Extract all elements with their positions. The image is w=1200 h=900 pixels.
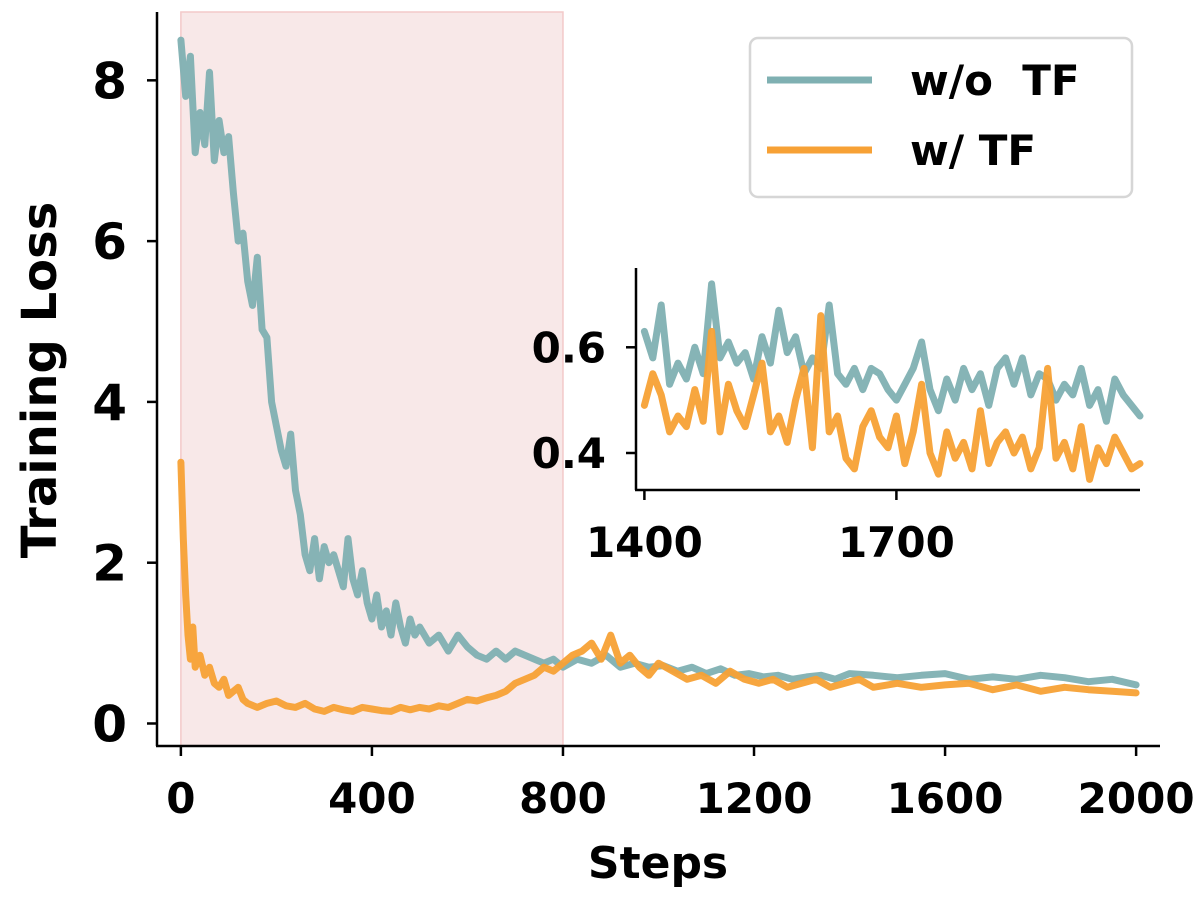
- x-axis-title: Steps: [588, 838, 728, 889]
- x-tick-label: 2000: [1078, 774, 1195, 823]
- inset-y-tick-label: 0.6: [532, 323, 606, 372]
- inset-series-line-w-tf: [640, 312, 1144, 483]
- y-tick-label: 6: [92, 213, 127, 271]
- x-tick-label: 1200: [696, 774, 813, 823]
- x-tick-label: 1600: [887, 774, 1004, 823]
- inset-chart: 1400 1700 0.4 0.6: [532, 268, 1144, 567]
- main-axes-layer: [155, 12, 1160, 748]
- x-tick-label: 400: [328, 774, 416, 823]
- x-tick-label: 800: [519, 774, 607, 823]
- legend-label-w-tf: w/ TF: [910, 126, 1036, 175]
- y-tick-label: 4: [92, 374, 127, 432]
- legend-label-wo-tf: w/o TF: [910, 56, 1080, 105]
- inset-series-line-wo-tf: [640, 280, 1144, 425]
- inset-series-layer: [640, 280, 1144, 483]
- y-tick-label: 2: [92, 535, 127, 593]
- main-ticks-layer: 0 400 800 1200 1600 2000 0 2 4 6 8: [92, 52, 1194, 823]
- y-tick-label: 0: [92, 695, 127, 753]
- highlight-region: [180, 11, 564, 747]
- y-axis-title: Training Loss: [12, 202, 68, 559]
- y-tick-label: 8: [92, 52, 127, 110]
- inset-ticks-layer: 1400 1700 0.4 0.6: [532, 323, 955, 567]
- highlight-region-layer: [180, 11, 564, 747]
- inset-x-tick-label: 1700: [838, 518, 955, 567]
- inset-y-tick-label: 0.4: [532, 429, 606, 478]
- main-series-layer: [177, 36, 1140, 715]
- legend: w/o TF w/ TF: [748, 36, 1134, 199]
- series-line-w-tf: [177, 458, 1140, 715]
- x-tick-label: 0: [166, 774, 195, 823]
- series-line-wo-tf: [177, 36, 1140, 689]
- inset-x-tick-label: 1400: [586, 518, 703, 567]
